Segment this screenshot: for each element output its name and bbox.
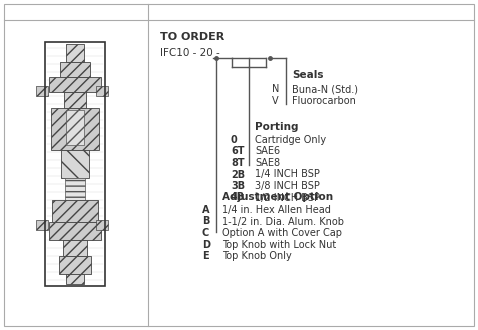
Text: C: C [202, 228, 209, 238]
Bar [61, 150, 89, 178]
Text: 1/4 in. Hex Allen Head: 1/4 in. Hex Allen Head [222, 205, 331, 215]
Text: 1/2 INCH BSP: 1/2 INCH BSP [255, 192, 320, 203]
Bar [66, 44, 84, 62]
Text: Top Knob Only: Top Knob Only [222, 251, 292, 261]
Text: Top Knob with Lock Nut: Top Knob with Lock Nut [222, 240, 336, 249]
Text: TO ORDER: TO ORDER [160, 32, 224, 42]
Text: 3/8 INCH BSP: 3/8 INCH BSP [255, 181, 320, 191]
Text: Seals: Seals [292, 70, 324, 80]
Text: Adjustment Option: Adjustment Option [222, 192, 333, 202]
Text: 4B: 4B [231, 192, 245, 203]
Text: 8T: 8T [231, 158, 245, 168]
Text: N: N [272, 84, 279, 94]
Bar [64, 92, 86, 108]
Bar [49, 77, 101, 92]
Text: 3B: 3B [231, 181, 245, 191]
Text: Fluorocarbon: Fluorocarbon [292, 96, 356, 106]
Bar [51, 108, 99, 150]
Bar [52, 200, 98, 222]
Text: SAE8: SAE8 [255, 158, 280, 168]
Bar [36, 86, 48, 96]
Bar [63, 240, 87, 256]
Text: Buna-N (Std.): Buna-N (Std.) [292, 84, 358, 94]
Text: E: E [202, 251, 208, 261]
Text: 6T: 6T [231, 147, 245, 156]
Bar [96, 220, 108, 230]
Bar [66, 110, 84, 145]
Bar [65, 178, 85, 200]
Text: SAE6: SAE6 [255, 147, 280, 156]
Text: A: A [202, 205, 209, 215]
Text: 1-1/2 in. Dia. Alum. Knob: 1-1/2 in. Dia. Alum. Knob [222, 216, 344, 226]
Bar [49, 222, 101, 240]
Bar [36, 220, 48, 230]
Text: IFC10 - 20 -: IFC10 - 20 - [160, 48, 220, 58]
Bar [59, 256, 91, 274]
Text: 2B: 2B [231, 170, 245, 180]
Bar [96, 86, 108, 96]
Bar [66, 274, 84, 284]
Text: B: B [202, 216, 209, 226]
Text: Option A with Cover Cap: Option A with Cover Cap [222, 228, 342, 238]
Text: D: D [202, 240, 210, 249]
Text: V: V [272, 96, 279, 106]
Text: 0: 0 [231, 135, 238, 145]
Bar [60, 62, 90, 77]
Text: Porting: Porting [255, 122, 298, 132]
Text: 1/4 INCH BSP: 1/4 INCH BSP [255, 170, 320, 180]
Text: Cartridge Only: Cartridge Only [255, 135, 326, 145]
